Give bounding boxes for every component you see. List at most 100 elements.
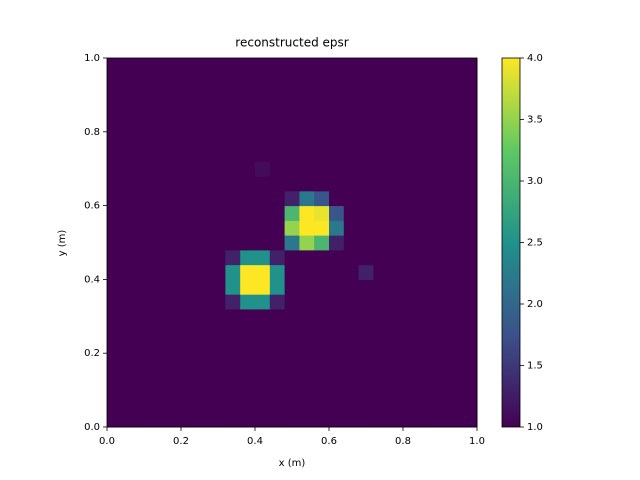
- cell: [269, 87, 286, 103]
- cell: [195, 87, 212, 103]
- cell: [299, 397, 315, 413]
- cell: [388, 87, 404, 103]
- cell: [166, 131, 182, 148]
- cell: [269, 279, 286, 295]
- cell: [388, 235, 404, 251]
- cell: [329, 176, 345, 192]
- cell: [195, 308, 212, 325]
- cell: [388, 353, 404, 369]
- cell: [107, 264, 123, 280]
- cell: [373, 279, 389, 295]
- cell: [373, 102, 389, 118]
- cell: [388, 264, 404, 280]
- cell: [314, 412, 330, 428]
- cell: [225, 412, 241, 428]
- cell: [358, 176, 374, 192]
- cell: [358, 220, 374, 236]
- cell: [358, 412, 374, 428]
- cell: [284, 279, 300, 295]
- cell: [210, 146, 226, 162]
- cell: [403, 264, 419, 280]
- cell: [136, 102, 152, 118]
- cell: [432, 102, 448, 118]
- cell: [136, 235, 152, 251]
- cell: [314, 220, 330, 236]
- cell: [121, 412, 138, 428]
- cell: [373, 205, 389, 221]
- cell: [299, 235, 315, 251]
- cell: [136, 323, 152, 339]
- cell: [358, 87, 374, 103]
- cell: [343, 338, 360, 354]
- cell: [166, 367, 182, 384]
- cell: [240, 102, 256, 118]
- cell: [447, 161, 463, 177]
- cell: [195, 190, 212, 207]
- cell: [314, 190, 330, 207]
- cell: [136, 397, 152, 413]
- cell: [314, 294, 330, 310]
- cell: [417, 72, 434, 89]
- cell: [181, 412, 197, 428]
- cell: [181, 72, 197, 89]
- cell: [195, 176, 212, 192]
- cell: [284, 397, 300, 413]
- cell: [166, 102, 182, 118]
- x-axis-label: x (m): [279, 458, 306, 469]
- cell: [447, 146, 463, 162]
- cell: [151, 397, 167, 413]
- cell: [195, 294, 212, 310]
- cell: [255, 264, 271, 280]
- axes-frame: [106, 57, 478, 428]
- cell: [136, 249, 152, 266]
- cell: [388, 117, 404, 133]
- cell: [299, 294, 315, 310]
- cell: [417, 176, 434, 192]
- cell: [314, 72, 330, 89]
- cell: [121, 205, 138, 221]
- cell: [447, 176, 463, 192]
- cell: [107, 412, 123, 428]
- cell: [151, 117, 167, 133]
- cell: [373, 117, 389, 133]
- cell: [225, 220, 241, 236]
- cell: [181, 205, 197, 221]
- cell: [166, 382, 182, 398]
- cell: [329, 397, 345, 413]
- cell: [388, 308, 404, 325]
- cell: [462, 190, 478, 207]
- cell: [462, 131, 478, 148]
- cell: [329, 308, 345, 325]
- cell: [225, 323, 241, 339]
- cell: [240, 205, 256, 221]
- cell: [432, 264, 448, 280]
- cell: [269, 249, 286, 266]
- cell: [417, 338, 434, 354]
- cell: [343, 323, 360, 339]
- cell: [373, 146, 389, 162]
- cell: [269, 205, 286, 221]
- cell: [284, 308, 300, 325]
- cell: [107, 58, 123, 74]
- cell: [269, 161, 286, 177]
- cell: [432, 190, 448, 207]
- cell: [210, 353, 226, 369]
- cell: [299, 58, 315, 74]
- cell: [417, 382, 434, 398]
- cell: [388, 58, 404, 74]
- cell: [373, 249, 389, 266]
- cell: [195, 161, 212, 177]
- cell: [343, 205, 360, 221]
- cell: [388, 397, 404, 413]
- cell: [417, 308, 434, 325]
- cell: [107, 367, 123, 384]
- cell: [388, 176, 404, 192]
- y-tick-label: 0.2: [84, 348, 100, 359]
- cell: [136, 72, 152, 89]
- cell: [447, 412, 463, 428]
- cell: [358, 190, 374, 207]
- cell: [373, 235, 389, 251]
- cell: [225, 264, 241, 280]
- cell: [240, 72, 256, 89]
- cell: [166, 338, 182, 354]
